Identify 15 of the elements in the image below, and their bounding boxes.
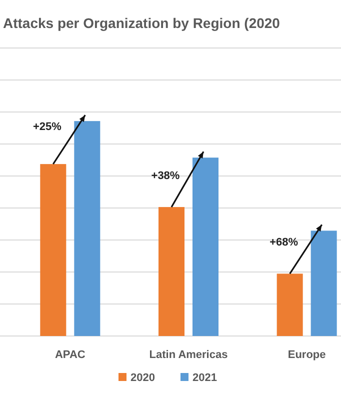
chart-title: Attacks per Organization by Region (2020 bbox=[3, 15, 280, 31]
bar bbox=[74, 121, 100, 336]
bar bbox=[192, 158, 218, 336]
bar bbox=[310, 230, 337, 336]
x-tick-label: APAC bbox=[54, 349, 86, 361]
annotation: +25% bbox=[32, 121, 62, 134]
x-tick-label: Latin Americas bbox=[149, 349, 228, 361]
annotation: +38% bbox=[151, 170, 180, 182]
x-tick-label: Europe bbox=[288, 349, 326, 361]
bar bbox=[158, 207, 184, 336]
bar bbox=[276, 274, 303, 336]
legend-label: 2021 bbox=[192, 372, 217, 384]
bar bbox=[40, 164, 66, 336]
annotation: +68% bbox=[270, 236, 298, 249]
legend-label: 2020 bbox=[130, 372, 155, 384]
